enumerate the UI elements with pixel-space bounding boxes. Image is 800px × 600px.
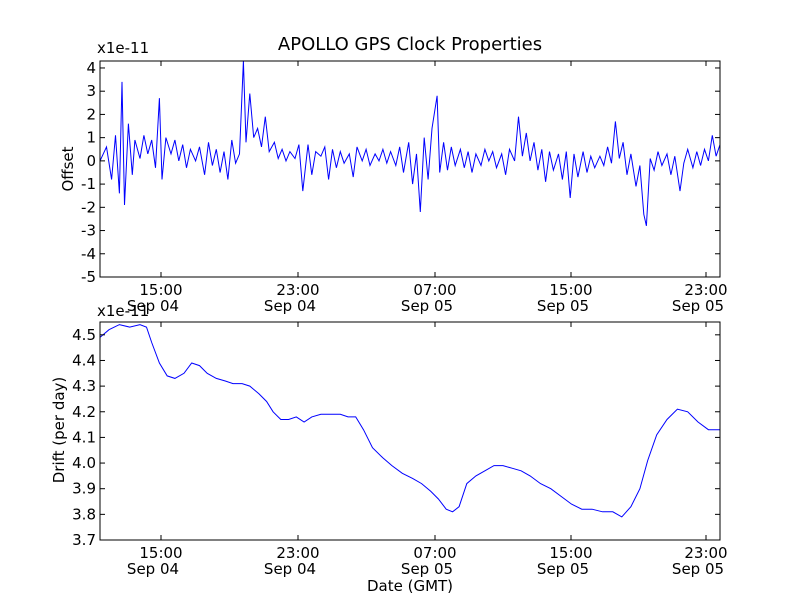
drift-y-tick: 4.2	[72, 403, 720, 421]
drift-y-tick: 4.3	[72, 377, 720, 395]
drift-y-tick-label: 4.5	[72, 326, 96, 344]
offset-y-tick: -4	[81, 245, 720, 263]
offset-y-tick-label: -1	[81, 175, 96, 193]
drift-y-tick-label: 3.8	[72, 505, 96, 523]
drift-x-tick-date: Sep 05	[401, 560, 453, 578]
offset-y-tick: 3	[86, 82, 720, 100]
offset-y-tick: 1	[86, 129, 720, 147]
drift-y-tick-label: 4.0	[72, 454, 96, 472]
drift-x-tick-date: Sep 04	[127, 560, 179, 578]
drift-y-tick-label: 4.1	[72, 428, 96, 446]
drift-panel: x1e-11 Drift (per day) 4.54.44.34.24.14.…	[50, 302, 728, 595]
figure-title: APOLLO GPS Clock Properties	[278, 34, 542, 55]
drift-x-tick-time: 07:00	[413, 544, 456, 562]
drift-x-tick-date: Sep 05	[537, 560, 589, 578]
offset-x-tick-time: 15:00	[549, 281, 592, 299]
offset-y-tick: -3	[81, 222, 720, 240]
offset-x-tick-time: 23:00	[684, 281, 727, 299]
drift-x-tick-time: 23:00	[276, 544, 319, 562]
offset-x-tick-date: Sep 05	[537, 297, 589, 315]
drift-y-tick-label: 4.3	[72, 377, 96, 395]
offset-y-tick-label: -5	[81, 268, 96, 286]
offset-x-tick-date: Sep 04	[264, 297, 316, 315]
drift-x-tick-time: 15:00	[549, 544, 592, 562]
offset-y-tick-label: 4	[86, 59, 96, 77]
drift-y-ticks: 4.5 4.4 4.3 4.2 4.1 4.0 3.9 3.8 3.7	[72, 326, 720, 549]
drift-x-axis-label: Date (GMT)	[367, 577, 453, 595]
drift-y-tick: 3.8	[72, 505, 720, 523]
offset-y-tick: -1	[81, 175, 720, 193]
drift-y-tick: 3.9	[72, 480, 720, 498]
offset-y-tick-label: 3	[86, 82, 96, 100]
offset-y-tick-label: -4	[81, 245, 96, 263]
offset-y-tick-label: 2	[86, 105, 96, 123]
offset-x-tick-time: 07:00	[413, 281, 456, 299]
offset-y-tick-label: -2	[81, 198, 96, 216]
drift-y-tick-label: 3.9	[72, 480, 96, 498]
drift-y-tick: 4.1	[72, 428, 720, 446]
drift-multiplier-label: x1e-11	[97, 302, 149, 320]
offset-y-tick: 0	[86, 152, 720, 170]
offset-series-line	[99, 60, 721, 227]
offset-y-tick: 4	[86, 59, 720, 77]
offset-x-tick-time: 15:00	[139, 281, 182, 299]
offset-y-tick-label: -3	[81, 222, 96, 240]
drift-y-tick: 4.0	[72, 454, 720, 472]
offset-y-ticks: 4 3 2 1 0 -1 -2 -3 -4 -5	[81, 59, 720, 286]
drift-x-tick-time: 15:00	[139, 544, 182, 562]
offset-x-tick-date: Sep 04	[127, 297, 179, 315]
drift-x-tick-date: Sep 04	[264, 560, 316, 578]
drift-y-tick: 4.5	[72, 326, 720, 344]
offset-y-tick-label: 1	[86, 129, 96, 147]
drift-plot-frame	[99, 321, 721, 541]
drift-y-axis-label: Drift (per day)	[50, 377, 68, 484]
offset-y-tick: 2	[86, 105, 720, 123]
offset-y-tick: -2	[81, 198, 720, 216]
offset-y-tick-label: 0	[86, 152, 96, 170]
offset-x-tick-time: 23:00	[276, 281, 319, 299]
drift-x-tick-time: 23:00	[684, 544, 727, 562]
offset-multiplier-label: x1e-11	[97, 39, 149, 57]
offset-plot-frame	[99, 60, 721, 278]
drift-series-line	[99, 324, 720, 518]
drift-x-tick-date: Sep 05	[672, 560, 724, 578]
offset-x-tick-date: Sep 05	[401, 297, 453, 315]
drift-y-tick-label: 3.7	[72, 531, 96, 549]
drift-y-tick-label: 4.4	[72, 351, 96, 369]
offset-x-tick-date: Sep 05	[672, 297, 724, 315]
offset-y-axis-label: Offset	[59, 146, 77, 191]
drift-y-tick-label: 4.2	[72, 403, 96, 421]
drift-y-tick: 4.4	[72, 351, 720, 369]
